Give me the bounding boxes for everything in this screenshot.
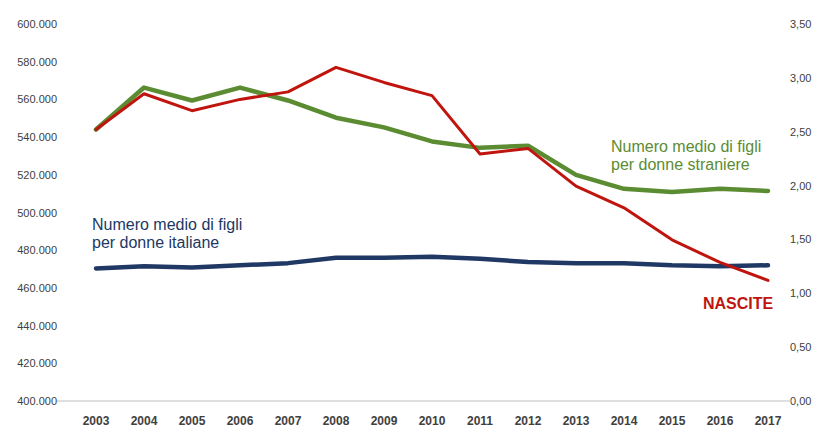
series-label-line: Numero medio di figli [611, 138, 761, 155]
y-tick-label: 400.000 [17, 395, 57, 407]
series-label-line: per donne italiane [92, 234, 219, 251]
y2-tick-label: 1,50 [790, 233, 811, 245]
y-tick-label: 600.000 [17, 18, 57, 30]
series-label-line: Numero medio di figli [92, 216, 242, 233]
y2-tick-label: 0,00 [790, 395, 811, 407]
y2-tick-label: 1,00 [790, 287, 811, 299]
x-tick-label: 2006 [227, 414, 254, 428]
series-label-line: NASCITE [703, 295, 774, 312]
x-tick-label: 2010 [419, 414, 446, 428]
x-axis-line [57, 401, 792, 402]
x-tick-label: 2009 [371, 414, 398, 428]
y2-tick-label: 3,50 [790, 18, 811, 30]
x-tick-label: 2004 [131, 414, 158, 428]
x-tick-label: 2005 [179, 414, 206, 428]
y2-tick-label: 0,50 [790, 341, 811, 353]
x-tick-label: 2012 [515, 414, 542, 428]
chart: 400.000 420.000 440.000 460.000 480.000 500.0… [0, 0, 834, 445]
series-line [96, 257, 768, 269]
y-tick-label: 580.000 [17, 56, 57, 68]
y2-tick-label: 2,50 [790, 126, 811, 138]
y-tick-label: 560.000 [17, 93, 57, 105]
x-tick-label: 2014 [611, 414, 638, 428]
series-label: Numero medio di figliper donne straniere [611, 138, 761, 173]
y2-tick-label: 2,00 [790, 180, 811, 192]
x-tick-label: 2013 [563, 414, 590, 428]
series-label: Numero medio di figliper donne italiane [92, 216, 242, 251]
x-tick-label: 2007 [275, 414, 302, 428]
y-tick-label: 460.000 [17, 282, 57, 294]
series-line [96, 88, 768, 192]
x-tick-label: 2011 [467, 414, 493, 428]
series-label-line: per donne straniere [611, 156, 750, 173]
y-tick-label: 540.000 [17, 131, 57, 143]
y-tick-label: 520.000 [17, 169, 57, 181]
y-tick-label: 500.000 [17, 207, 57, 219]
y-tick-label: 480.000 [17, 244, 57, 256]
y-tick-label: 420.000 [17, 357, 57, 369]
x-tick-label: 2015 [659, 414, 686, 428]
y2-tick-label: 3,00 [790, 72, 811, 84]
x-tick-label: 2003 [83, 414, 110, 428]
x-tick-label: 2016 [707, 414, 734, 428]
x-tick-label: 2008 [323, 414, 350, 428]
series-label: NASCITE [703, 295, 774, 312]
x-tick-label: 2017 [755, 414, 782, 428]
y-tick-label: 440.000 [17, 320, 57, 332]
